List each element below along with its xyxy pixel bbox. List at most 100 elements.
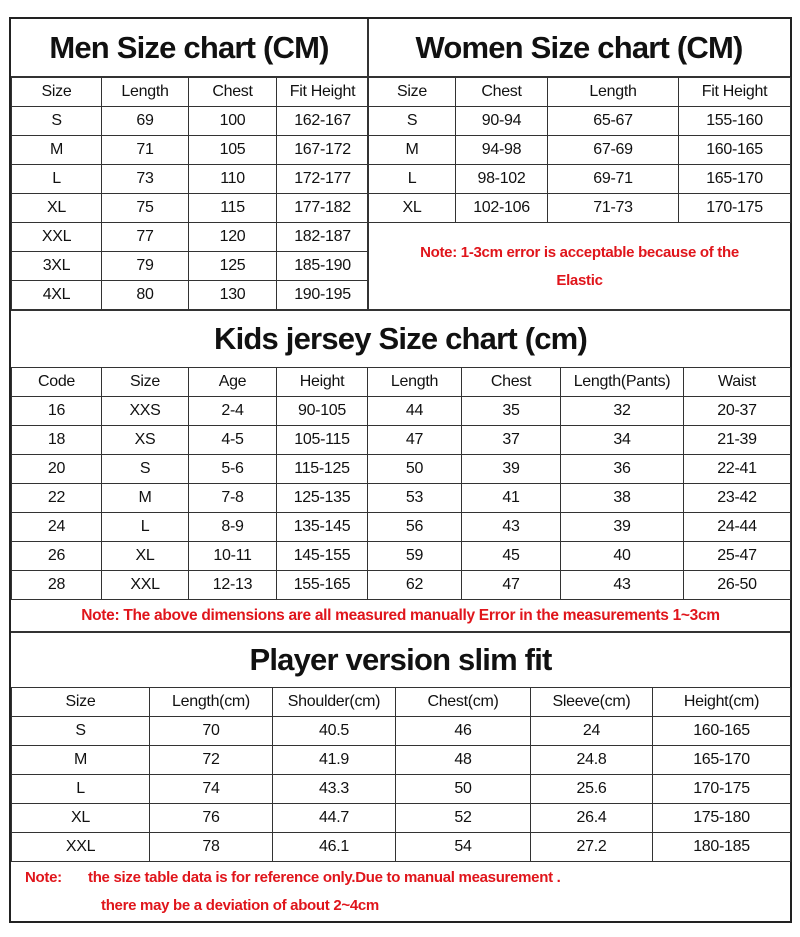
table-cell: S — [11, 106, 102, 136]
table-cell: 65-67 — [547, 106, 679, 136]
table-cell: 182-187 — [276, 222, 369, 252]
column-header: Waist — [683, 367, 791, 397]
women-title: Women Size chart (CM) — [415, 30, 743, 65]
player-title: Player version slim fit — [249, 642, 552, 677]
table-cell: L — [11, 164, 102, 194]
table-row: S 69 100 162-167 — [11, 106, 369, 136]
player-note: Note: the size table data is for referen… — [25, 865, 785, 921]
table-cell: 74 — [149, 774, 273, 804]
column-header: Age — [188, 367, 277, 397]
table-row: M 72 41.9 48 24.8 165-170 — [11, 745, 791, 775]
table-cell: 102-106 — [455, 193, 548, 223]
table-row: 20 S 5-6 115-125 50 39 36 22-41 — [11, 454, 791, 484]
table-cell: 38 — [560, 483, 684, 513]
table-row: L 98-102 69-71 165-170 — [368, 164, 791, 194]
table-cell: 98-102 — [455, 164, 548, 194]
table-cell: 120 — [188, 222, 277, 252]
table-cell: 167-172 — [276, 135, 369, 165]
table-cell: 45 — [461, 541, 561, 571]
table-row: XL 76 44.7 52 26.4 175-180 — [11, 803, 791, 833]
table-cell: 39 — [461, 454, 561, 484]
table-cell: 125 — [188, 251, 277, 281]
table-cell: 77 — [101, 222, 189, 252]
table-cell: 25-47 — [683, 541, 791, 571]
table-cell: 67-69 — [547, 135, 679, 165]
table-cell: 24-44 — [683, 512, 791, 542]
table-cell: 5-6 — [188, 454, 277, 484]
table-cell: 69-71 — [547, 164, 679, 194]
divider — [11, 309, 790, 311]
table-cell: 44 — [367, 396, 462, 426]
table-cell: 50 — [395, 774, 531, 804]
table-cell: L — [368, 164, 456, 194]
table-cell: 12-13 — [188, 570, 277, 600]
column-header: Chest(cm) — [395, 687, 531, 717]
table-cell: 10-11 — [188, 541, 277, 571]
column-header: Size — [11, 77, 102, 107]
table-cell: 2-4 — [188, 396, 277, 426]
column-header: Length(cm) — [149, 687, 273, 717]
table-row: M 71 105 167-172 — [11, 135, 369, 165]
table-cell: 20-37 — [683, 396, 791, 426]
table-row: L 74 43.3 50 25.6 170-175 — [11, 774, 791, 804]
table-row: 22 M 7-8 125-135 53 41 38 23-42 — [11, 483, 791, 513]
table-cell: M — [11, 745, 150, 775]
table-cell: 43 — [461, 512, 561, 542]
table-cell: 52 — [395, 803, 531, 833]
table-cell: 90-105 — [276, 396, 368, 426]
table-cell: 22-41 — [683, 454, 791, 484]
table-cell: 105-115 — [276, 425, 368, 455]
table-cell: 46.1 — [272, 832, 396, 862]
table-cell: 21-39 — [683, 425, 791, 455]
table-cell: 125-135 — [276, 483, 368, 513]
women-note-line-1: Note: 1-3cm error is acceptable because … — [420, 244, 739, 261]
table-cell: 35 — [461, 396, 561, 426]
women-note: Note: 1-3cm error is acceptable because … — [369, 225, 790, 309]
table-cell: 24 — [530, 716, 653, 746]
table-cell: 170-175 — [678, 193, 791, 223]
table-row: M 94-98 67-69 160-165 — [368, 135, 791, 165]
table-cell: 50 — [367, 454, 462, 484]
table-cell: 172-177 — [276, 164, 369, 194]
table-cell: 160-165 — [652, 716, 791, 746]
table-cell: 110 — [188, 164, 277, 194]
header-row: Size Chest Length Fit Height — [368, 77, 791, 107]
table-cell: 8-9 — [188, 512, 277, 542]
table-cell: 160-165 — [678, 135, 791, 165]
table-row: XXL 77 120 182-187 — [11, 222, 369, 252]
table-cell: 79 — [101, 251, 189, 281]
table-cell: XL — [11, 193, 102, 223]
men-title: Men Size chart (CM) — [49, 30, 329, 65]
table-cell: 3XL — [11, 251, 102, 281]
table-cell: S — [101, 454, 189, 484]
player-note-label: Note: — [25, 869, 62, 886]
column-header: Sleeve(cm) — [530, 687, 653, 717]
kids-size-table: Code Size Age Height Length Chest Length(Pants… — [11, 367, 791, 600]
table-cell: 190-195 — [276, 280, 369, 310]
table-cell: 170-175 — [652, 774, 791, 804]
table-cell: 48 — [395, 745, 531, 775]
table-cell: 46 — [395, 716, 531, 746]
table-cell: 4XL — [11, 280, 102, 310]
table-row: 24 L 8-9 135-145 56 43 39 24-44 — [11, 512, 791, 542]
table-cell: 100 — [188, 106, 277, 136]
table-row: 4XL 80 130 190-195 — [11, 280, 369, 310]
table-cell: 145-155 — [276, 541, 368, 571]
table-cell: M — [368, 135, 456, 165]
header-row: Code Size Age Height Length Chest Length(Pants… — [11, 367, 791, 397]
table-cell: 75 — [101, 193, 189, 223]
column-header: Fit Height — [678, 77, 791, 107]
table-cell: S — [368, 106, 456, 136]
header-row: Size Length(cm) Shoulder(cm) Chest(cm) Sleev… — [11, 687, 791, 717]
table-cell: 135-145 — [276, 512, 368, 542]
column-header: Chest — [188, 77, 277, 107]
table-cell: 69 — [101, 106, 189, 136]
table-cell: M — [11, 135, 102, 165]
column-header: Height — [276, 367, 368, 397]
table-cell: 26-50 — [683, 570, 791, 600]
table-cell: 27.2 — [530, 832, 653, 862]
women-note-line-2: Elastic — [556, 272, 603, 289]
table-cell: 59 — [367, 541, 462, 571]
divider — [11, 631, 790, 633]
table-row: XL 75 115 177-182 — [11, 193, 369, 223]
